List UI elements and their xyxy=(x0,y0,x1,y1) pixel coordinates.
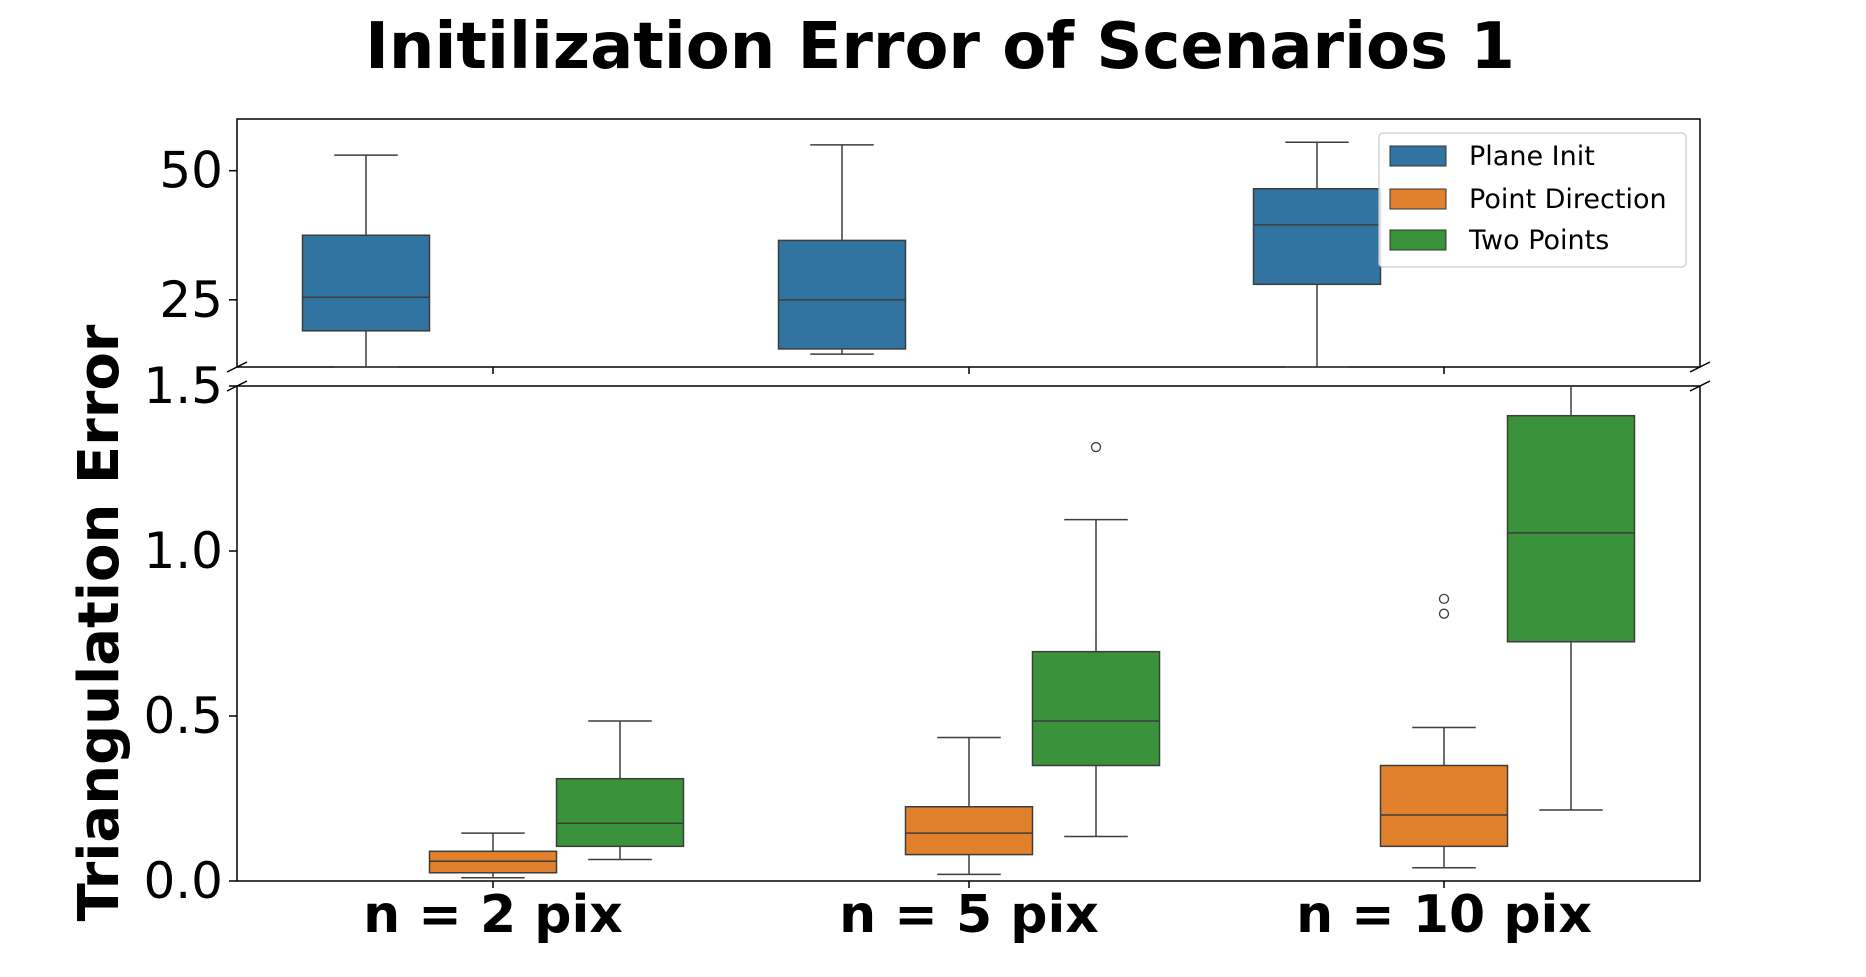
iqr-box-two-points-n-10-pix xyxy=(1506,414,1636,643)
break-mark-top-right xyxy=(1689,361,1711,373)
legend-swatch-point-direction xyxy=(1389,188,1447,210)
box-plane-init-n-5-pix xyxy=(777,144,907,355)
legend-swatch-plane-init xyxy=(1389,145,1447,167)
legend-label-plane-init: Plane Init xyxy=(1469,141,1595,172)
y-axis-label: Triangulation Error xyxy=(67,324,132,921)
bottom-y-tick-label-0: 0.0 xyxy=(143,852,223,910)
legend: Plane Init Point Direction Two Points xyxy=(1378,132,1687,268)
iqr-box-point-direction-n-2-pix xyxy=(428,850,558,874)
box-point-direction-n-2-pix xyxy=(428,832,558,879)
iqr-box-point-direction-n-10-pix xyxy=(1379,764,1509,848)
box-point-direction-n-10-pix xyxy=(1379,593,1509,869)
box-two-points-n-2-pix xyxy=(555,720,685,861)
break-mark-top-left xyxy=(226,361,248,373)
boxes-layer xyxy=(301,141,1636,879)
bottom-y-tick-label-3: 1.5 xyxy=(143,357,223,415)
bottom-y-tick-label-1: 0.5 xyxy=(143,687,223,745)
legend-label-point-direction: Point Direction xyxy=(1469,184,1667,215)
box-two-points-n-10-pix xyxy=(1506,386,1636,811)
box-two-points-n-5-pix xyxy=(1031,441,1161,838)
outlier-point-direction-n-10-pix-0 xyxy=(1438,608,1450,619)
top-y-tick-label-0: 25 xyxy=(159,271,223,329)
top-y-tick-label-1: 50 xyxy=(159,142,223,200)
chart-title: Initilization Error of Scenarios 1 xyxy=(365,10,1515,84)
x-tick-label-n-10-pix: n = 10 pix xyxy=(1296,885,1592,945)
iqr-box-plane-init-n-10-pix xyxy=(1252,188,1382,286)
iqr-box-two-points-n-2-pix xyxy=(555,777,685,848)
x-tick-label-n-5-pix: n = 5 pix xyxy=(839,885,1099,945)
outlier-two-points-n-5-pix-0 xyxy=(1090,441,1102,453)
outlier-point-direction-n-10-pix-1 xyxy=(1438,593,1450,604)
x-tick-label-n-2-pix: n = 2 pix xyxy=(363,885,623,945)
iqr-box-plane-init-n-5-pix xyxy=(777,239,907,350)
break-mark-bottom-right xyxy=(1689,380,1711,392)
box-plane-init-n-2-pix xyxy=(301,154,431,368)
bottom-y-tick-label-2: 1.0 xyxy=(143,522,223,580)
iqr-box-plane-init-n-2-pix xyxy=(301,234,431,332)
iqr-box-two-points-n-5-pix xyxy=(1031,650,1161,767)
box-plane-init-n-10-pix xyxy=(1252,141,1382,368)
legend-frame xyxy=(1378,132,1687,268)
legend-swatch-two-points xyxy=(1389,229,1447,251)
iqr-box-point-direction-n-5-pix xyxy=(904,806,1034,856)
ticks-layer: 25 50 0.0 0.5 1.0 1.5 n = 2 pix n = 5 pix n = 10… xyxy=(143,142,1591,945)
box-point-direction-n-5-pix xyxy=(904,736,1034,876)
legend-label-two-points: Two Points xyxy=(1468,225,1609,256)
